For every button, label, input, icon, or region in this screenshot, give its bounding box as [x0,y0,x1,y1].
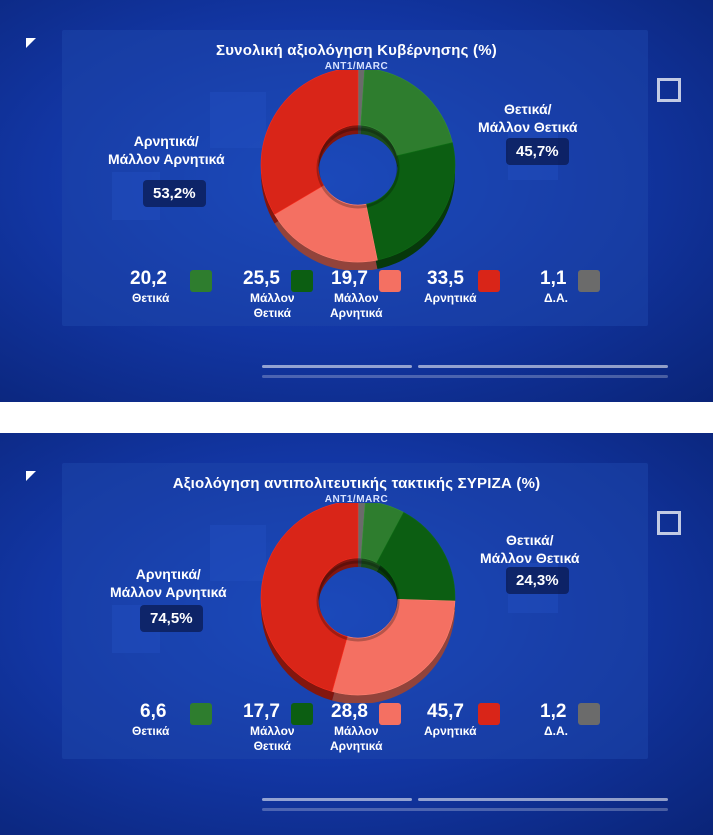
slice-negative [260,503,359,692]
legend-label: Θετικά [132,291,170,305]
positive-group-pct: 24,3% [506,567,569,594]
slice-positive [360,70,453,157]
donut-chart [260,503,456,703]
legend-label: Μάλλον Αρνητικά [330,291,382,321]
slice-rather-positive [376,512,456,602]
positive-group-label-line2: Μάλλον Θετικά [478,119,578,135]
negative-group-label-line1: Αρνητικά/ [133,133,199,149]
chart-title: Συνολική αξιολόγηση Κυβέρνησης (%) [216,42,497,59]
outline-square-icon [657,511,681,535]
negative-group-label-line2: Μάλλον Αρνητικά [108,151,225,167]
legend-swatch [478,703,500,725]
negative-group-pct: 53,2% [143,180,206,207]
corner-marker-icon [26,38,36,48]
slice-rather-positive [365,142,456,261]
decor-line [262,365,412,368]
legend-value: 17,7 [243,701,280,722]
legend-label-line2: Αρνητικά [330,739,383,753]
legend-swatch [578,270,600,292]
decor-line [262,375,668,378]
legend-value: 45,7 [427,701,464,722]
decor-line [418,798,668,801]
legend-label-line1: Μάλλον [250,724,295,738]
legend-label: Αρνητικά [424,291,477,305]
legend-swatch [379,703,401,725]
positive-group-label: Θετικά/ Μάλλον Θετικά [480,531,580,567]
legend-value: 28,8 [331,701,368,722]
legend-label-line2: Αρνητικά [330,306,383,320]
legend-swatch [190,703,212,725]
negative-group-pct: 74,5% [140,605,203,632]
donut-hole-shadow [316,127,400,209]
decor-line [262,808,668,811]
donut-chart [260,70,456,270]
legend-label-line2: Θετικά [253,739,291,753]
legend-value: 20,2 [130,268,167,289]
chart-title: Αξιολόγηση αντιπολιτευτικής τακτικής ΣΥΡ… [172,475,541,492]
legend-value: 25,5 [243,268,280,289]
chart-panel-syriza: Αξιολόγηση αντιπολιτευτικής τακτικής ΣΥΡ… [0,433,713,835]
negative-group-label-line2: Μάλλον Αρνητικά [110,584,227,600]
legend-label: Θετικά [132,724,170,738]
decor-line [262,798,412,801]
legend-swatch [190,270,212,292]
slice-rather-negative [274,184,378,263]
slice-rather-negative [331,598,456,696]
outline-square-icon [657,78,681,102]
positive-group-label-line2: Μάλλον Θετικά [480,550,580,566]
chart-source: ΑΝΤ1/MARC [324,61,389,72]
legend-swatch [379,270,401,292]
legend-value: 1,1 [540,268,567,289]
corner-marker-icon [26,471,36,481]
legend-label: Μάλλον Αρνητικά [330,724,382,754]
chart-source: ΑΝΤ1/MARC [324,494,389,505]
legend-swatch [578,703,600,725]
slice-negative [260,70,359,215]
legend-value: 19,7 [331,268,368,289]
legend-value: 1,2 [540,701,567,722]
positive-group-label-line1: Θετικά/ [504,101,552,117]
legend-label: Δ.Α. [544,291,568,305]
legend-label: Δ.Α. [544,724,568,738]
legend-value: 33,5 [427,268,464,289]
legend-label-line2: Θετικά [253,306,291,320]
donut-hole-shadow [316,560,400,642]
legend-swatch [291,703,313,725]
positive-group-pct: 45,7% [506,138,569,165]
legend-value: 6,6 [140,701,167,722]
legend-label: Μάλλον Θετικά [250,291,295,321]
decor-line [418,365,668,368]
negative-group-label: Αρνητικά/ Μάλλον Αρνητικά [110,565,227,601]
positive-group-label-line1: Θετικά/ [506,532,554,548]
legend-label-line1: Μάλλον [333,291,379,305]
legend-label: Μάλλον Θετικά [250,724,295,754]
legend-label-line1: Μάλλον [250,291,295,305]
positive-group-label: Θετικά/ Μάλλον Θετικά [478,100,578,136]
legend-swatch [291,270,313,292]
legend-swatch [478,270,500,292]
negative-group-label: Αρνητικά/ Μάλλον Αρνητικά [108,132,225,168]
negative-group-label-line1: Αρνητικά/ [135,566,201,582]
chart-panel-government: Συνολική αξιολόγηση Κυβέρνησης (%) ΑΝΤ1/… [0,0,713,402]
legend-label-line1: Μάλλον [333,724,379,738]
legend-label: Αρνητικά [424,724,477,738]
